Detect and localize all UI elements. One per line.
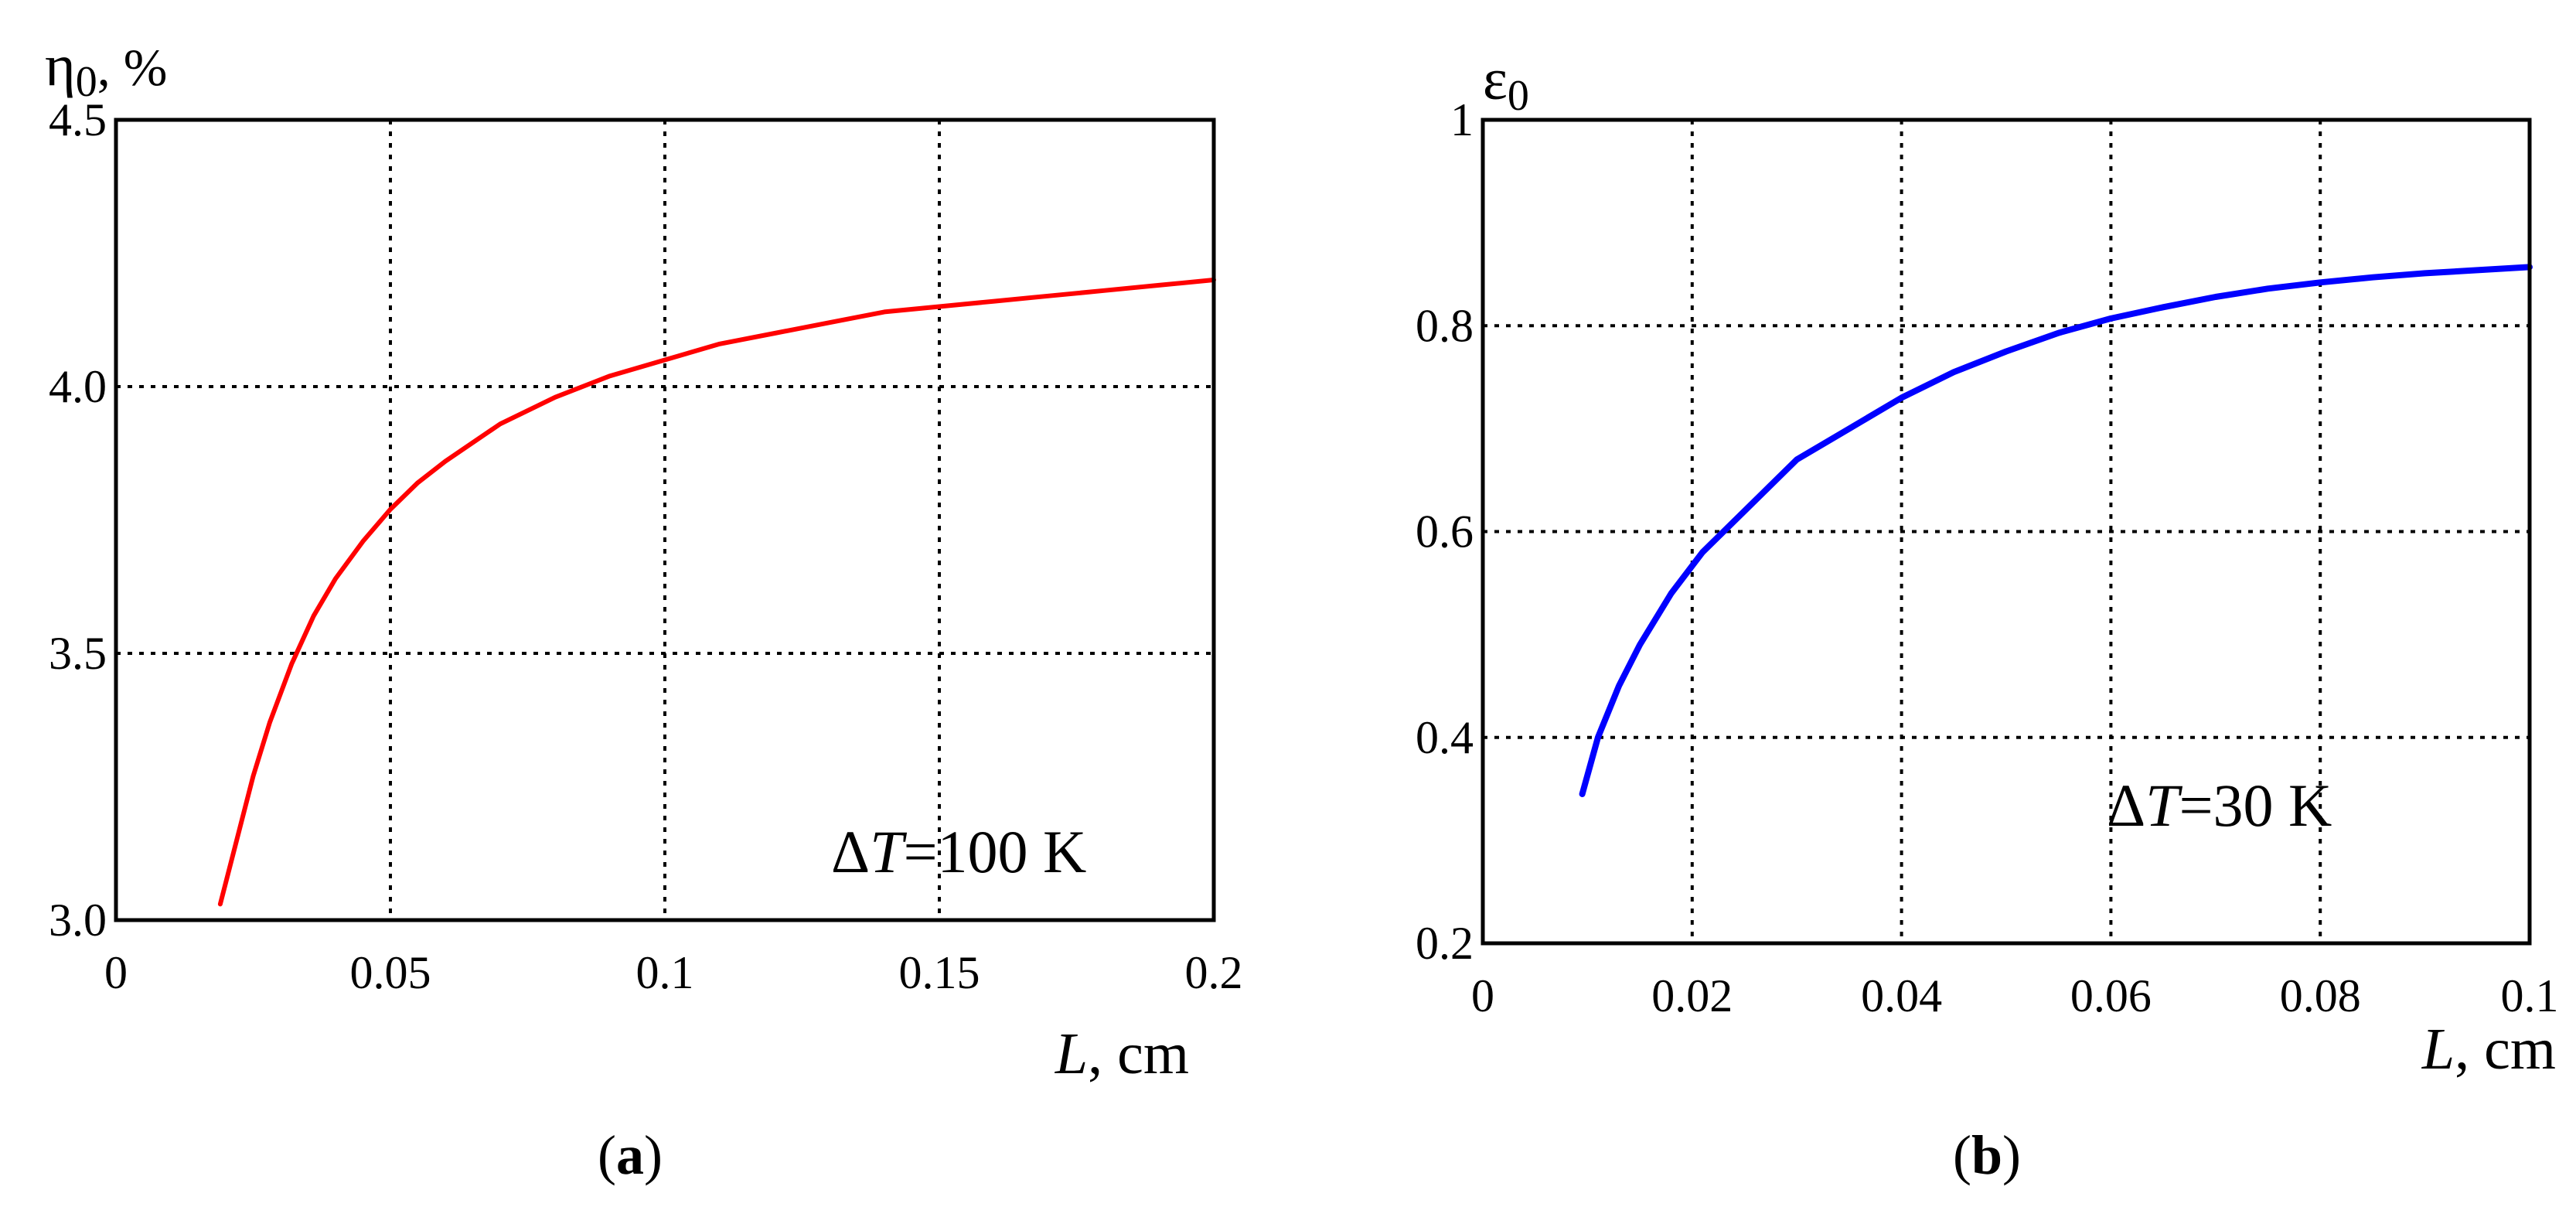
panel-a-y-tick-2: 4.0 <box>49 361 107 412</box>
panel-a-chart: 3.03.54.04.5 0 0.05 0.1 0.15 0.2 η0, % L, cm… <box>45 33 1243 1186</box>
panel-a-x-axis-var: L <box>1055 1021 1088 1086</box>
panel-a-caption: (a) <box>598 1124 663 1186</box>
panel-b-annotation-value: =30 K <box>2179 772 2332 839</box>
panel-a-y-axis-subscript: 0 <box>76 58 97 106</box>
panel-a-y-tick-3: 4.5 <box>49 94 107 145</box>
panel-b-chart: 0.20.40.60.81 0 0.02 0.04 0.06 0.08 0.1 ε0 L,… <box>1416 47 2559 1186</box>
panel-b-x-tick-0: 0 <box>1471 970 1494 1021</box>
panel-b-x-tick-1: 0.02 <box>1651 970 1733 1021</box>
panel-a-y-tick-labels: 3.0 3.5 4.0 4.5 <box>49 94 107 946</box>
panel-b-y-axis-label: ε0 <box>1483 47 1529 120</box>
panel-b-y-tick-3: 0.8 <box>1416 300 1474 351</box>
panel-a-x-tick-2: 0.1 <box>636 947 694 998</box>
panel-b-y-tick-labels: 0.2 0.4 0.6 0.8 1 <box>1416 94 1474 969</box>
panel-b-y-axis-symbol: ε <box>1483 47 1508 112</box>
panel-b-x-tick-3: 0.06 <box>2070 970 2152 1021</box>
panel-a-eta0-curve <box>217 278 1216 907</box>
panel-b-x-axis-var: L <box>2421 1017 2455 1082</box>
panel-b-grid <box>1483 120 2530 943</box>
panel-a-x-tick-0: 0 <box>104 947 128 998</box>
panel-a-annotation-var: T <box>870 818 907 885</box>
panel-b-caption-letter: b <box>1971 1124 2002 1186</box>
panel-a-annotation-delta: Δ <box>831 818 870 885</box>
panel-b-x-tick-5: 0.1 <box>2501 970 2559 1021</box>
panel-b-x-axis-label: L, cm <box>2421 1017 2556 1082</box>
panel-a-x-axis-unit: , cm <box>1088 1021 1189 1086</box>
panel-b-annotation: ΔT=30 K <box>2107 772 2332 839</box>
panel-a-x-tick-1: 0.05 <box>350 947 431 998</box>
panel-b-annotation-var: T <box>2145 772 2182 839</box>
panel-a-y-axis-label: η0, % <box>45 33 167 106</box>
panel-a-y-axis-symbol: η <box>45 33 76 98</box>
panel-b-y-axis-subscript: 0 <box>1508 72 1529 120</box>
panel-a-x-axis-label: L, cm <box>1055 1021 1189 1086</box>
panel-b-x-tick-2: 0.04 <box>1861 970 1942 1021</box>
panel-b-annotation-delta: Δ <box>2107 772 2145 839</box>
panel-b-x-tick-labels: 0 0.02 0.04 0.06 0.08 0.1 <box>1471 970 2559 1021</box>
panel-a-y-axis-unit: , % <box>97 38 168 97</box>
panel-b-x-tick-4: 0.08 <box>2280 970 2361 1021</box>
panel-b-y-tick-2: 0.6 <box>1416 506 1474 557</box>
panel-a-y-tick-0: 3.0 <box>49 895 107 946</box>
panel-b-y-tick-1: 0.4 <box>1416 712 1474 763</box>
panel-a-x-tick-3: 0.15 <box>899 947 980 998</box>
panel-b-eps0-curve <box>1579 264 2533 797</box>
panel-b-y-tick-0: 0.2 <box>1416 918 1474 969</box>
panel-a-x-tick-4: 0.2 <box>1185 947 1243 998</box>
panel-a-caption-letter: a <box>616 1124 644 1186</box>
panel-a-x-tick-labels: 0 0.05 0.1 0.15 0.2 <box>104 947 1243 998</box>
panel-b-x-axis-unit: , cm <box>2455 1017 2556 1082</box>
panel-a-grid <box>116 120 1214 920</box>
panel-b-plot-frame <box>1481 118 2532 946</box>
panel-a-annotation: ΔT=100 K <box>831 818 1086 885</box>
panel-b-y-tick-4: 1 <box>1450 94 1474 145</box>
panel-b-caption: (b) <box>1953 1124 2021 1186</box>
panel-a-plot-frame <box>114 118 1216 922</box>
panel-a-annotation-value: =100 K <box>904 818 1087 885</box>
panel-a-y-tick-1: 3.5 <box>49 628 107 679</box>
